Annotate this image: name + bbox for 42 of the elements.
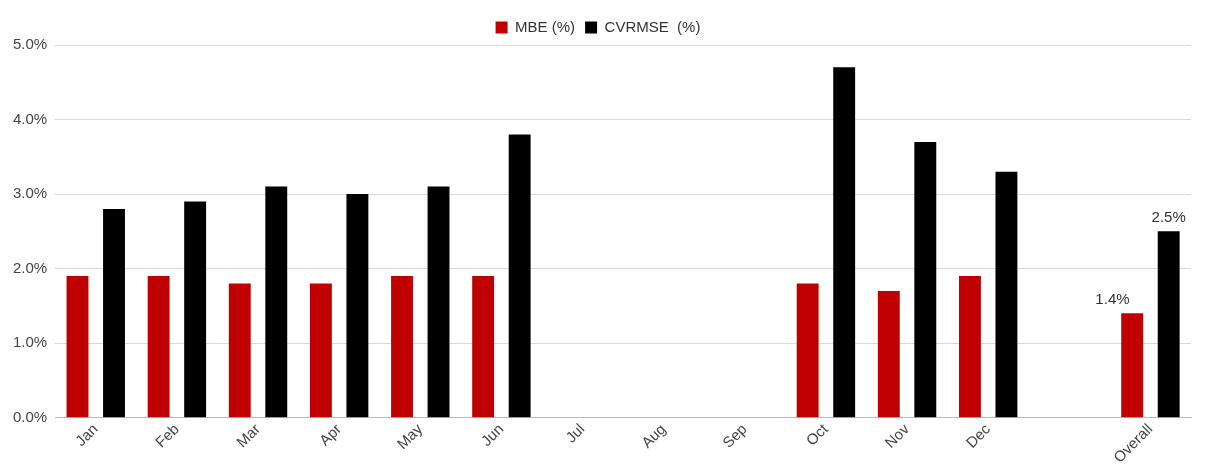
x-tick-label: Mar [232, 420, 264, 451]
bar [66, 276, 89, 418]
x-tick-label: Apr [315, 420, 345, 449]
bar [346, 194, 369, 418]
bar [508, 134, 531, 418]
x-tick-label: Dec [962, 419, 994, 451]
bar [228, 283, 251, 418]
y-tick-label: 3.0% [12, 184, 48, 202]
bar [472, 276, 495, 418]
bar [147, 276, 170, 418]
x-tick-label: Aug [637, 420, 669, 451]
data-label: 1.4% [1095, 289, 1130, 307]
x-tick-label: Feb [151, 420, 182, 451]
bar [1121, 313, 1144, 418]
y-tick-label: 5.0% [12, 35, 48, 53]
bar [796, 283, 819, 418]
legend-label: CVRMSE (%) [604, 17, 701, 35]
bar [1157, 231, 1180, 418]
bar [877, 290, 900, 418]
x-tick-label: Sep [718, 420, 750, 451]
x-tick-label: May [393, 419, 426, 453]
x-tick-label: Oct [802, 419, 832, 449]
bar [833, 67, 856, 418]
x-tick-label: Nov [881, 419, 913, 451]
legend-label: MBE (%) [515, 17, 576, 35]
bar [427, 186, 450, 418]
bar [309, 283, 332, 418]
y-tick-label: 1.0% [12, 333, 48, 351]
bar [914, 141, 937, 418]
x-tick-label: Jun [477, 420, 507, 450]
x-tick-label: Jul [561, 420, 588, 446]
bar [391, 276, 413, 418]
bar [958, 276, 981, 418]
bar [103, 208, 125, 418]
bar [265, 186, 288, 418]
bar [184, 201, 207, 418]
y-tick-label: 0.0% [12, 407, 48, 425]
bar [995, 171, 1018, 418]
x-tick-label: Jan [71, 420, 101, 450]
data-label: 2.5% [1151, 207, 1186, 225]
y-tick-label: 4.0% [12, 109, 48, 127]
y-tick-label: 2.0% [12, 258, 48, 276]
